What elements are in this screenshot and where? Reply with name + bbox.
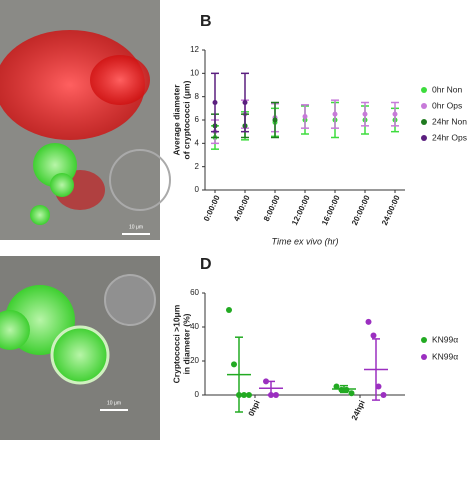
x-tick-label: 16:00:00 <box>320 193 342 226</box>
data-point <box>263 378 269 385</box>
y-tick-label: 2 <box>195 162 200 171</box>
data-point <box>362 111 368 117</box>
y-tick-label: 12 <box>190 45 199 54</box>
y-tick-label: 0 <box>195 390 200 399</box>
y-tick-label: 20 <box>190 356 199 365</box>
legend-label: KN99α <box>432 351 458 361</box>
data-point <box>365 318 372 325</box>
data-point <box>231 361 237 368</box>
y-tick-label: 60 <box>190 288 199 297</box>
panel-label: D <box>200 256 212 273</box>
legend-label: KN99α <box>432 334 458 344</box>
y-axis-label: Average diameter <box>171 84 181 156</box>
data-point <box>226 307 232 313</box>
x-tick-label: 8:00:00 <box>262 193 282 222</box>
data-point <box>242 100 248 105</box>
y-tick-label: 40 <box>190 322 199 331</box>
data-point <box>273 392 279 398</box>
data-point <box>343 386 350 393</box>
data-point <box>332 111 338 117</box>
data-point <box>333 383 340 390</box>
legend-marker <box>421 87 427 93</box>
legend-marker <box>421 337 427 343</box>
y-tick-label: 10 <box>190 68 199 77</box>
x-axis-label: Time ex vivo (hr) <box>272 236 339 246</box>
data-point <box>268 392 274 398</box>
data-point <box>241 392 247 398</box>
legend-label: 24hr Ops <box>432 132 467 142</box>
legend-marker <box>421 119 427 125</box>
data-point <box>338 386 345 393</box>
legend-label: 0hr Ops <box>432 100 462 110</box>
y-axis-label: Cryptococci >10μm <box>171 304 181 383</box>
data-point <box>236 392 242 398</box>
data-point <box>380 392 387 398</box>
y-tick-label: 4 <box>195 138 200 147</box>
scale-label: 10 μm <box>107 400 121 406</box>
legend-label: 0hr Non <box>432 84 463 94</box>
x-tick-label: 0:00:00 <box>202 193 222 222</box>
data-point <box>212 100 218 105</box>
data-point <box>370 332 377 339</box>
scale-label: 10 μm <box>129 224 143 230</box>
data-point <box>302 114 308 119</box>
x-tick-label: 0hpi <box>247 399 262 418</box>
y-axis-label: of cryptococci (μm) <box>181 80 191 159</box>
legend-marker <box>421 354 427 360</box>
data-point <box>392 111 398 117</box>
y-tick-label: 6 <box>195 115 200 124</box>
data-point <box>246 392 252 398</box>
legend-marker <box>421 135 427 141</box>
x-tick-label: 24hpi <box>350 399 367 422</box>
data-point <box>272 117 278 123</box>
micrograph-bottom: 10 μm <box>0 256 160 440</box>
legend-marker <box>421 103 427 109</box>
x-tick-label: 4:00:00 <box>232 193 252 222</box>
legend-label: 24hr Non <box>432 116 467 126</box>
y-tick-label: 8 <box>195 92 200 101</box>
x-tick-label: 12:00:00 <box>290 193 312 226</box>
data-point <box>348 390 355 397</box>
y-axis-label: in diameter (%) <box>181 313 191 374</box>
panel-label: B <box>200 13 212 30</box>
x-tick-label: 20:00:00 <box>350 193 372 226</box>
micrograph-top: 10 μm <box>0 0 171 240</box>
data-point <box>375 383 382 390</box>
y-tick-label: 0 <box>195 185 200 194</box>
x-tick-label: 24:00:00 <box>380 193 402 226</box>
